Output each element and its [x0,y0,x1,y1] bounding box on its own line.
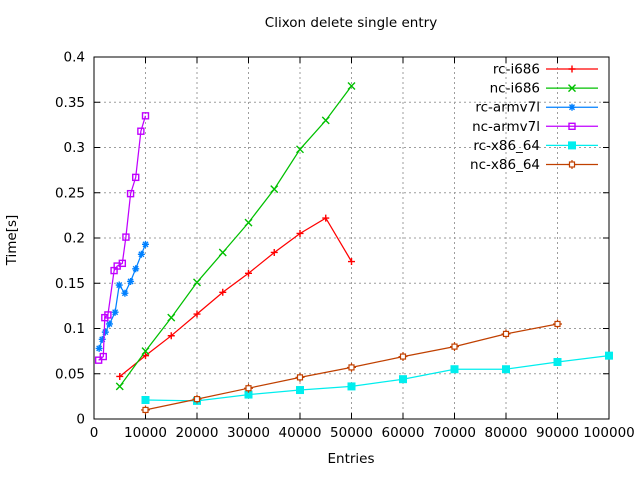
legend-item-nc-armv7l: nc-armv7l [472,119,598,135]
series-nc-i686 [115,81,356,391]
y-tick-label: 0.25 [55,185,85,201]
legend-item-rc-x86_64: rc-x86_64 [473,138,598,154]
y-tick-label: 0.05 [55,366,85,382]
x-tick-label: 90000 [536,425,579,441]
legend-item-nc-i686: nc-i686 [490,81,598,97]
x-tick-label: 10000 [124,425,167,441]
legend-label: rc-i686 [493,62,540,78]
x-axis-label: Entries [327,451,374,467]
y-tick-label: 0.15 [55,276,85,292]
y-axis-label: Time[s] [4,215,20,267]
y-tick-label: 0.3 [64,140,85,156]
legend-label: rc-armv7l [475,100,540,116]
series-nc-armv7l [94,112,150,364]
y-tick-label: 0.1 [64,321,85,337]
x-tick-label: 40000 [279,425,322,441]
x-tick-label: 0 [90,425,99,441]
series-rc-i686 [116,214,355,380]
x-tick-label: 80000 [485,425,528,441]
x-tick-label: 50000 [330,425,373,441]
x-tick-label: 100000 [583,425,635,441]
series-rc-x86_64 [141,351,613,405]
legend-label: nc-x86_64 [470,157,540,173]
y-tick-label: 0.35 [55,95,85,111]
axes-and-ticks: 0 10000 20000 30000 40000 50000 60000 70000 8000… [55,50,635,442]
data-series [94,81,613,415]
legend-item-nc-x86_64: nc-x86_64 [470,157,598,173]
legend-item-rc-armv7l: rc-armv7l [475,100,598,116]
x-tick-label: 30000 [227,425,270,441]
grid-lines [94,57,609,419]
y-tick-label: 0 [76,412,85,428]
x-tick-label: 60000 [382,425,425,441]
y-tick-label: 0.4 [64,50,85,66]
chart-title: Clixon delete single entry [265,15,437,31]
x-tick-label: 20000 [176,425,219,441]
legend-label: nc-i686 [490,81,540,97]
y-tick-label: 0.2 [64,231,85,247]
legend-item-rc-i686: rc-i686 [493,62,598,78]
x-tick-label: 70000 [433,425,476,441]
legend-label: nc-armv7l [472,119,540,135]
legend-label: rc-x86_64 [473,138,540,154]
legend: rc-i686 nc-i686 rc-armv7l nc-armv7l rc-x86_6… [470,62,598,173]
series-nc-x86_64 [141,319,562,415]
